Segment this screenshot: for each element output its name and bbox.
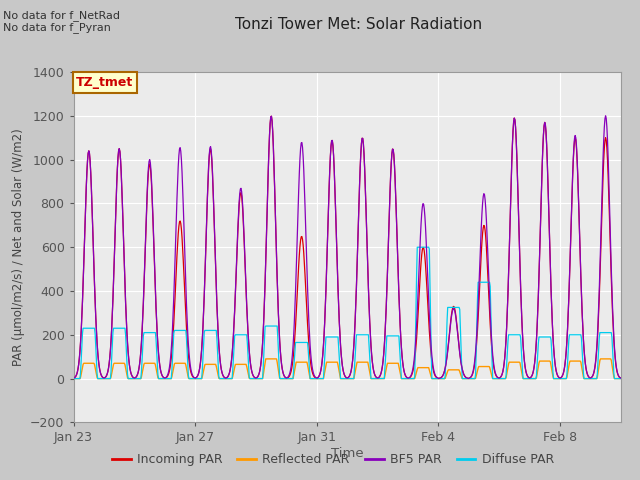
X-axis label: Time: Time <box>331 447 364 460</box>
Y-axis label: PAR (μmol/m2/s) / Net and Solar (W/m2): PAR (μmol/m2/s) / Net and Solar (W/m2) <box>12 128 25 366</box>
Text: No data for f_NetRad: No data for f_NetRad <box>3 10 120 21</box>
Text: No data for f_Pyran: No data for f_Pyran <box>3 22 111 33</box>
Legend: Incoming PAR, Reflected PAR, BF5 PAR, Diffuse PAR: Incoming PAR, Reflected PAR, BF5 PAR, Di… <box>107 448 559 471</box>
Text: Tonzi Tower Met: Solar Radiation: Tonzi Tower Met: Solar Radiation <box>235 17 482 32</box>
Text: TZ_tmet: TZ_tmet <box>76 76 134 89</box>
